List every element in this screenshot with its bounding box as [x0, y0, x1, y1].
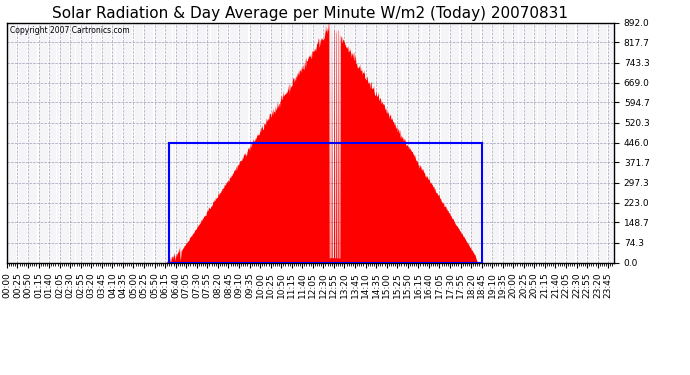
Text: Copyright 2007 Cartronics.com: Copyright 2007 Cartronics.com: [10, 26, 130, 35]
Title: Solar Radiation & Day Average per Minute W/m2 (Today) 20070831: Solar Radiation & Day Average per Minute…: [52, 6, 569, 21]
